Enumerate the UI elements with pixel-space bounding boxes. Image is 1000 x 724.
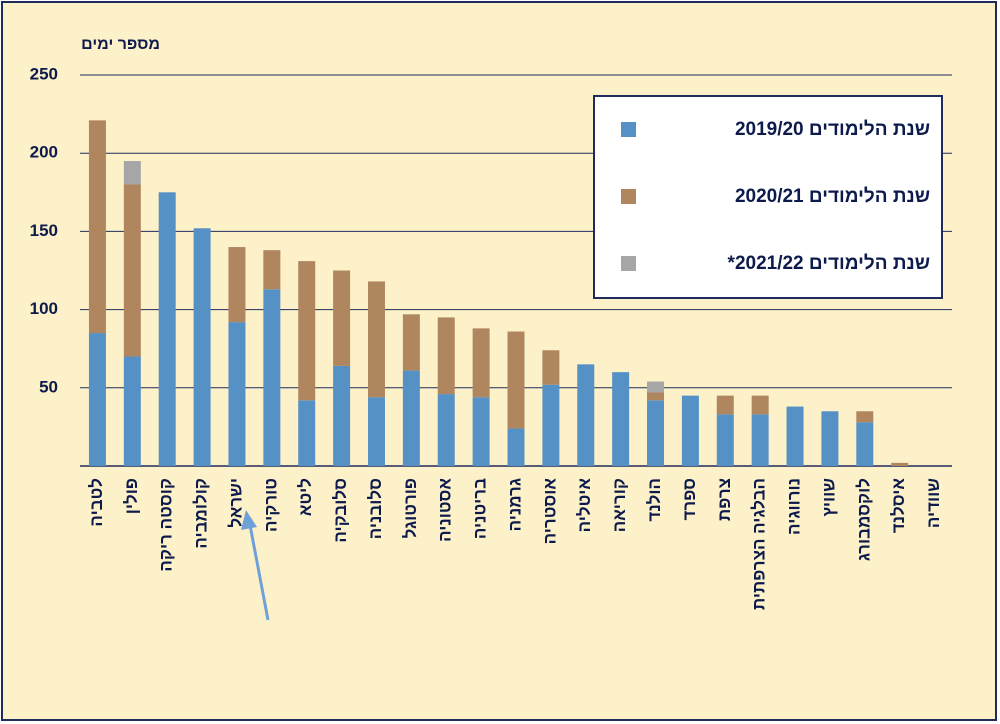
x-tick-label: סלובניה (366, 478, 385, 539)
x-tick-label: הולנד (645, 478, 664, 522)
x-tick-label: צרפת (715, 478, 734, 521)
bar-segment (193, 228, 211, 466)
bar-segment (158, 192, 176, 467)
bar-segment (437, 317, 455, 395)
x-tick-label: סלובקיה (331, 478, 350, 543)
bar-segment (681, 395, 699, 466)
bar-segment (263, 250, 281, 290)
legend-swatch (621, 256, 636, 271)
x-tick-label: אסטוניה (436, 478, 455, 542)
bar-segment (472, 397, 490, 466)
bar-segment (891, 462, 909, 466)
bar-segment (437, 394, 455, 466)
bar-segment (88, 333, 106, 466)
x-tick-label: קולומביה (192, 478, 211, 549)
bar-segment (228, 247, 246, 323)
arrow-head (241, 510, 257, 530)
bar-segment (263, 289, 281, 466)
bar-segment (367, 397, 385, 466)
x-tick-label: לוקסמבורג (854, 478, 873, 561)
x-tick-label: פורטוגל (401, 478, 420, 538)
x-tick-label: ליטא (296, 478, 315, 516)
bar-segment (856, 422, 874, 466)
bar-segment (333, 365, 351, 466)
x-tick-label: בריטניה (471, 478, 490, 539)
bar-segment (856, 411, 874, 423)
bar-segment (716, 395, 734, 415)
x-tick-label: קוריאה (610, 478, 629, 532)
bar-segment (298, 400, 316, 466)
bar-segment (612, 372, 630, 466)
bar-segment (402, 314, 420, 371)
x-tick-label: פולין (122, 478, 141, 514)
x-tick-label: קוסטה ריקה (157, 478, 176, 572)
bar-segment (542, 384, 560, 466)
legend-swatch (621, 189, 636, 204)
bar-segment (298, 261, 316, 401)
x-tick-label: ישראל (226, 478, 245, 528)
bar-segment (716, 414, 734, 466)
bar-segment (123, 184, 141, 357)
x-tick-label: שוויץ (819, 478, 838, 517)
legend-label: שנת הלימודים 2021/22* (728, 253, 930, 274)
bar-segment (507, 428, 525, 466)
y-tick-label: 200 (30, 143, 58, 162)
bar-segment (228, 322, 246, 466)
bar-segment (647, 400, 665, 466)
y-tick-label: 50 (39, 377, 58, 396)
bar-segment (786, 406, 804, 466)
bar-segment (123, 356, 141, 466)
legend-label: שנת הלימודים 2020/21 (735, 186, 930, 207)
arrow (248, 524, 270, 621)
y-tick-label: 250 (30, 64, 58, 83)
x-tick-label: שוודיה (924, 478, 943, 528)
y-tick-label: 100 (30, 299, 58, 318)
bar-segment (647, 381, 665, 393)
bar-segment (577, 364, 595, 466)
bar-segment (333, 270, 351, 366)
bar-segment (88, 120, 106, 334)
y-tick-label: 150 (30, 221, 58, 240)
bar-segment (123, 161, 141, 185)
bar-segment (751, 395, 769, 415)
bar-segment (507, 331, 525, 429)
legend-swatch (621, 122, 636, 137)
bar-segment (821, 411, 839, 466)
x-tick-label: טורקיה (261, 478, 280, 532)
x-tick-label: הבלגיה הצרפתית (750, 478, 769, 610)
bar-segment (542, 350, 560, 385)
bar-segment (751, 414, 769, 466)
x-tick-label: איסלנד (889, 478, 908, 534)
bar-segment (402, 370, 420, 466)
x-tick-label: אוסטריה (540, 478, 559, 545)
x-tick-label: ספרד (680, 478, 699, 520)
y-axis-label: מספר ימים (81, 36, 160, 53)
bar-segment (472, 328, 490, 398)
x-tick-label: גרמניה (505, 478, 524, 531)
bar-segment (647, 392, 665, 401)
x-tick-label: לטביה (87, 478, 106, 527)
legend-box (593, 95, 943, 299)
x-tick-label: נורווגיה (785, 478, 804, 535)
x-tick-label: איטליה (575, 478, 594, 533)
bar-segment (367, 281, 385, 398)
legend-label: שנת הלימודים 2019/20 (735, 119, 930, 140)
